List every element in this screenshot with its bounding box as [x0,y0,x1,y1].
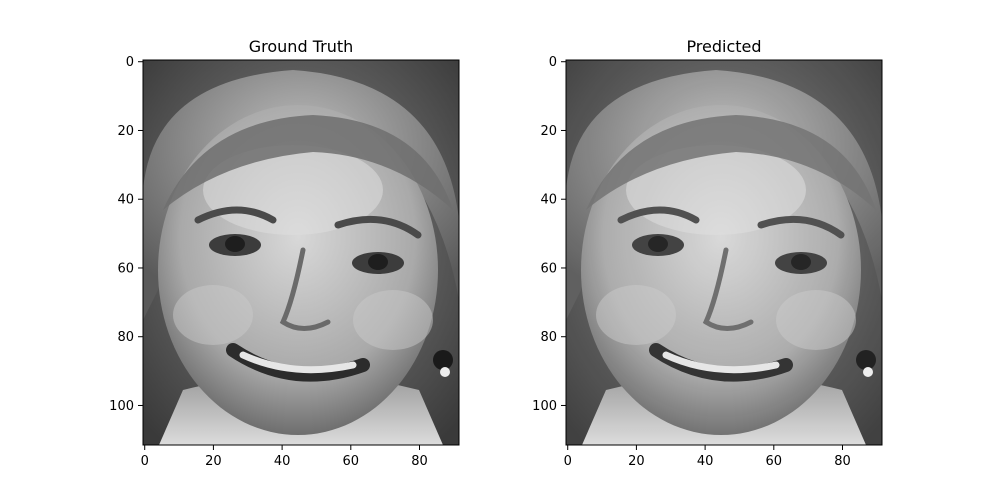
y-tick-label: 100 [532,399,557,414]
x-tick-label: 40 [274,454,291,469]
axes-frame [142,59,460,446]
subplot-title: Predicted [686,37,761,56]
x-tick-label: 0 [564,454,572,469]
subplot-title: Ground Truth [249,37,354,56]
image-ground-truth [143,60,459,445]
y-tick-label: 60 [117,261,134,276]
y-tick-label: 0 [549,55,557,70]
y-tick-label: 40 [117,193,134,208]
y-tick-label: 20 [540,124,557,139]
subplot-ground-truth: Ground Truth 0 20 40 60 80 0 20 40 60 80 100 [109,37,460,469]
x-tick-label: 60 [766,454,783,469]
y-tick-label: 80 [117,330,134,345]
axes-frame [565,59,883,446]
image-predicted [566,60,882,445]
subplot-predicted: Predicted 0 20 40 60 80 0 20 40 60 80 100 [532,37,883,469]
x-tick-label: 60 [343,454,360,469]
y-tick-label: 60 [540,261,557,276]
y-tick-label: 0 [126,55,134,70]
x-tick-label: 40 [697,454,714,469]
y-tick-label: 100 [109,399,134,414]
x-tick-label: 80 [411,454,428,469]
x-tick-label: 20 [628,454,645,469]
y-tick-label: 20 [117,124,134,139]
y-tick-label: 40 [540,193,557,208]
x-tick-label: 80 [834,454,851,469]
x-tick-label: 0 [141,454,149,469]
y-tick-label: 80 [540,330,557,345]
x-tick-label: 20 [205,454,222,469]
